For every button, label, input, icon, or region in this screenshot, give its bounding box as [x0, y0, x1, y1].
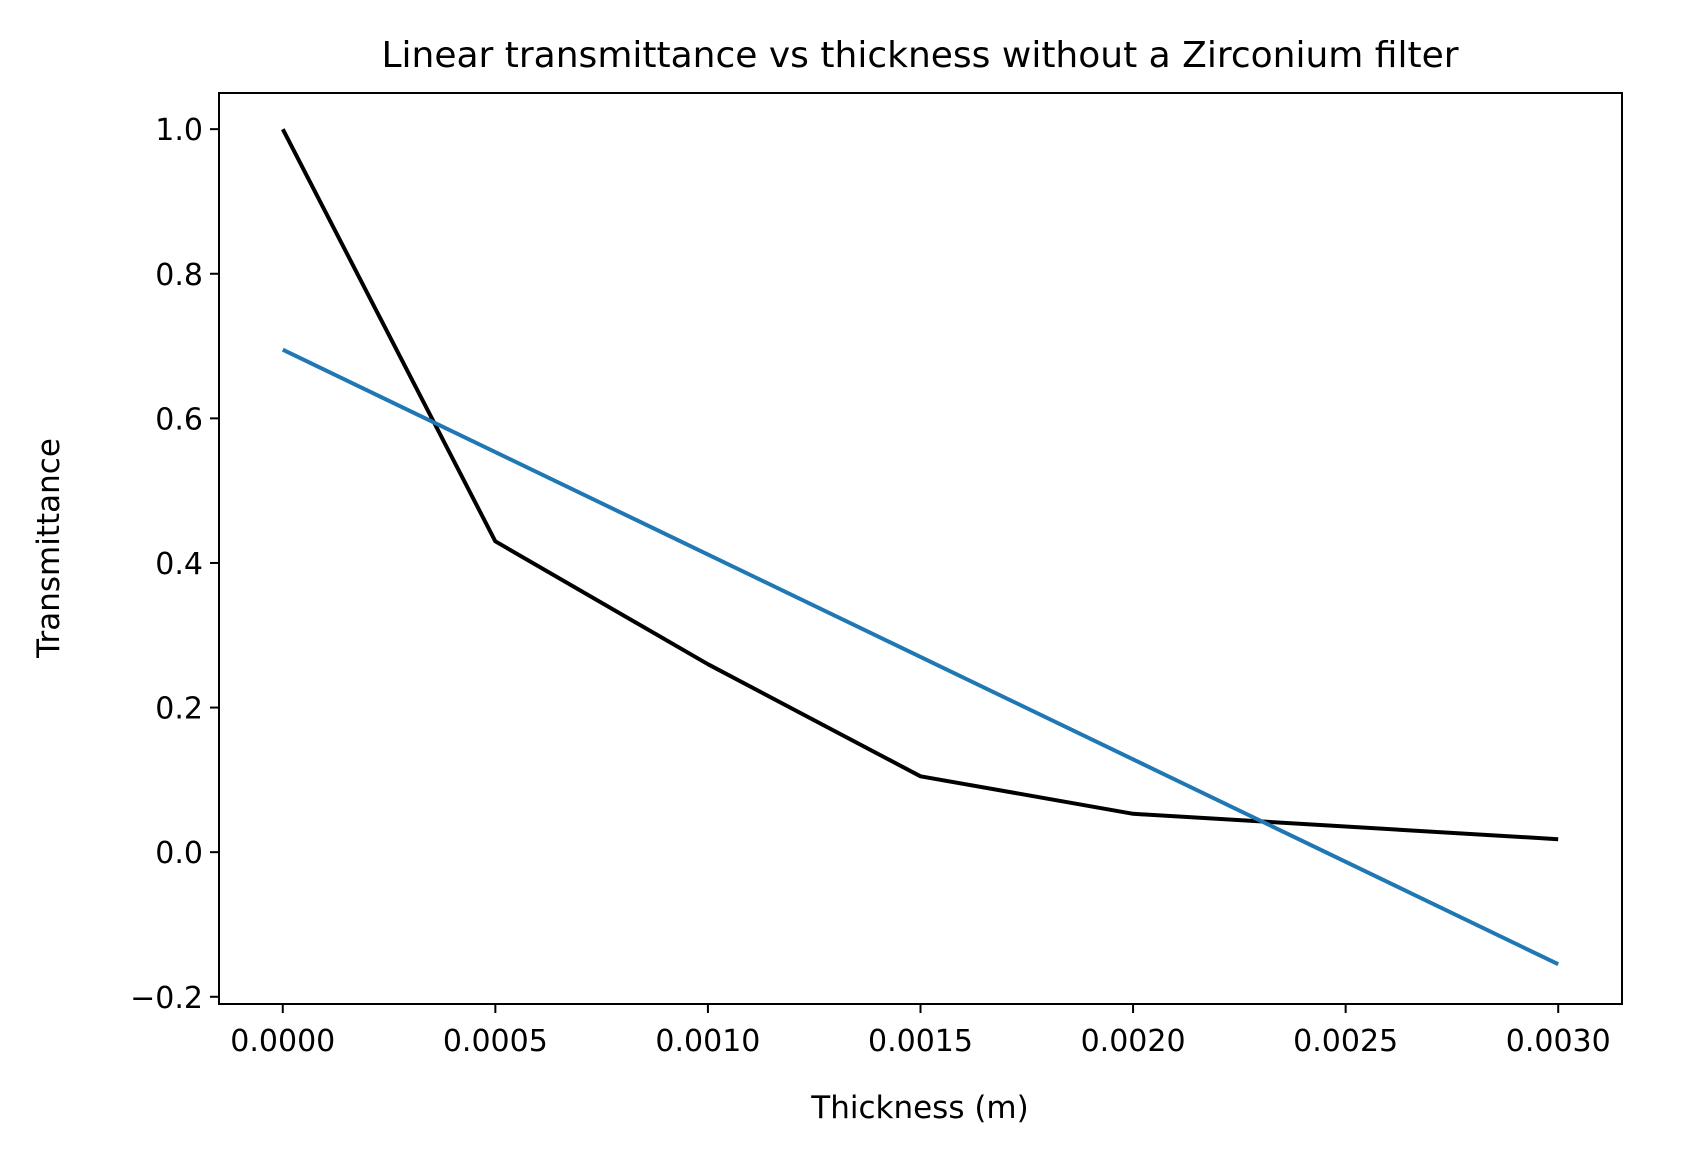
linear-fit-series-line: [281, 347, 1560, 967]
y-tick-label: −0.2: [130, 981, 203, 1016]
series-layer: [281, 128, 1560, 967]
x-tick-label: 0.0015: [868, 1024, 973, 1059]
x-tick-label: 0.0030: [1506, 1024, 1611, 1059]
y-tick-label: 0.6: [155, 402, 203, 437]
y-axis-label: Transmittance: [31, 438, 67, 659]
chart-title: Linear transmittance vs thickness withou…: [381, 35, 1458, 76]
y-tick-label: 0.0: [155, 836, 203, 871]
y-axis: −0.2 0.0 0.2 0.4 0.6 0.8 1.0: [130, 113, 219, 1016]
y-tick-label: 0.8: [155, 258, 203, 293]
y-tick-label: 0.2: [155, 692, 203, 727]
x-tick-label: 0.0020: [1081, 1024, 1186, 1059]
y-tick-label: 1.0: [155, 113, 203, 148]
x-axis: 0.0000 0.0005 0.0010 0.0015 0.0020 0.0025 0.00…: [230, 1004, 1611, 1059]
y-tick-label: 0.4: [155, 547, 203, 582]
x-axis-label: Thickness (m): [810, 1090, 1028, 1126]
measured-series-line: [281, 128, 1559, 842]
x-tick-label: 0.0025: [1293, 1024, 1398, 1059]
x-tick-label: 0.0010: [655, 1024, 760, 1059]
x-tick-label: 0.0000: [230, 1024, 335, 1059]
x-tick-label: 0.0005: [443, 1024, 548, 1059]
